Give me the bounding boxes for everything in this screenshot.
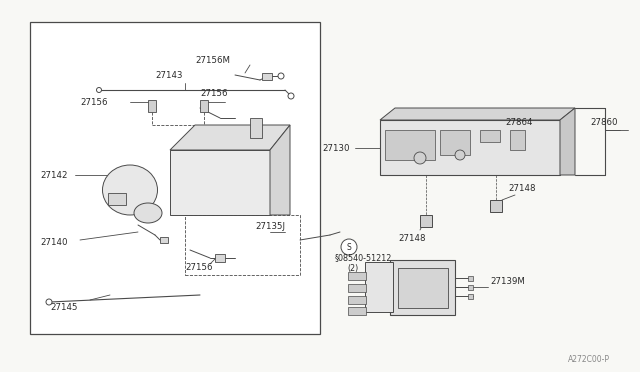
Text: 27139M: 27139M — [490, 278, 525, 286]
Text: §08540-51212: §08540-51212 — [335, 253, 392, 263]
Bar — [148, 100, 156, 112]
Text: 27156: 27156 — [80, 97, 108, 106]
Bar — [348, 284, 366, 292]
Text: 27135J: 27135J — [255, 221, 285, 231]
Text: 27156: 27156 — [185, 263, 212, 273]
Bar — [510, 130, 525, 150]
Circle shape — [341, 239, 357, 255]
Bar — [30, 22, 320, 334]
Text: 27860: 27860 — [590, 118, 618, 126]
Circle shape — [46, 299, 52, 305]
Text: 27130: 27130 — [322, 144, 349, 153]
Ellipse shape — [102, 165, 157, 215]
Bar — [185, 215, 300, 275]
Polygon shape — [270, 125, 290, 215]
Text: 27148: 27148 — [398, 234, 426, 243]
Bar — [262, 73, 272, 80]
Bar — [390, 260, 455, 315]
Bar — [480, 130, 500, 142]
Circle shape — [414, 152, 426, 164]
Text: 27142: 27142 — [40, 170, 67, 180]
Bar — [468, 276, 473, 281]
Circle shape — [288, 93, 294, 99]
Bar — [160, 237, 168, 243]
Polygon shape — [380, 120, 560, 175]
Ellipse shape — [134, 203, 162, 223]
Text: 27148: 27148 — [508, 183, 536, 192]
Text: 27156: 27156 — [200, 89, 227, 97]
Text: 27145: 27145 — [50, 304, 77, 312]
Bar — [468, 294, 473, 299]
Bar — [440, 130, 470, 155]
Bar — [348, 272, 366, 280]
Circle shape — [278, 73, 284, 79]
Bar — [170, 150, 270, 215]
Circle shape — [455, 150, 465, 160]
Bar — [385, 130, 435, 160]
Bar — [348, 307, 366, 315]
Bar — [200, 100, 208, 112]
Text: 27156M: 27156M — [195, 55, 230, 64]
Bar — [490, 200, 502, 212]
Bar — [398, 268, 448, 308]
Text: 27140: 27140 — [40, 237, 67, 247]
Bar — [348, 296, 366, 304]
Text: 27143: 27143 — [155, 71, 182, 80]
Polygon shape — [380, 108, 575, 120]
Bar — [420, 215, 432, 227]
Text: A272C00-P: A272C00-P — [568, 356, 610, 365]
Bar — [468, 285, 473, 290]
Text: S: S — [347, 243, 351, 251]
Bar — [250, 118, 262, 138]
Bar — [108, 193, 126, 205]
Bar — [365, 262, 393, 312]
Polygon shape — [560, 108, 575, 175]
Bar — [215, 254, 225, 262]
Circle shape — [97, 87, 102, 93]
Text: (2): (2) — [348, 263, 358, 273]
Polygon shape — [170, 125, 290, 150]
Text: 27864: 27864 — [505, 118, 532, 126]
